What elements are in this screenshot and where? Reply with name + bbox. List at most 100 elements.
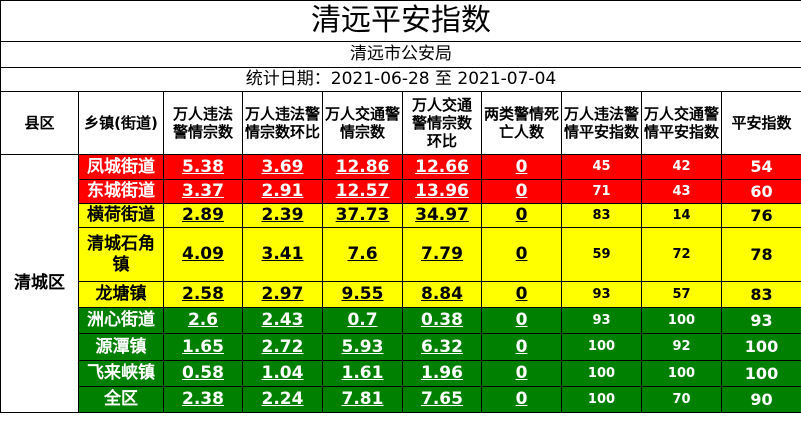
value-cell: 0 (481, 179, 562, 204)
value-cell: 37.73 (322, 203, 403, 228)
header-cell: 万人违法警情宗数 (163, 91, 243, 155)
value-cell: 100 (641, 360, 722, 387)
data-row: 飞来峡镇 0.58 1.04 1.61 1.96 0 100 100 100 (1, 360, 801, 387)
value-cell: 92 (641, 333, 722, 361)
value-cell: 5.93 (322, 333, 403, 361)
header-cell: 万人交通警情平安指数 (641, 91, 722, 155)
value-cell: 3.69 (242, 154, 323, 180)
value-cell: 100 (721, 333, 801, 361)
value-cell: 100 (721, 360, 801, 387)
value-cell: 100 (561, 360, 642, 387)
value-cell: 12.86 (322, 154, 403, 180)
value-cell: 7.6 (322, 227, 403, 282)
value-cell: 6.32 (402, 333, 482, 361)
value-cell: 2.91 (242, 179, 323, 204)
value-cell: 0 (481, 203, 562, 228)
value-cell: 83 (561, 203, 642, 228)
subtitle: 清远市公安局 (0, 41, 801, 68)
value-cell: 0.7 (322, 307, 403, 334)
data-row: 洲心街道 2.6 2.43 0.7 0.38 0 93 100 93 (1, 307, 801, 334)
value-cell: 0 (481, 307, 562, 334)
town: 龙塘镇 (78, 281, 164, 308)
value-cell: 83 (721, 281, 801, 308)
town: 凤城街道 (78, 154, 164, 180)
value-cell: 5.38 (163, 154, 243, 180)
header-cell: 乡镇(街道) (78, 91, 164, 155)
header-cell: 县区 (0, 91, 79, 155)
data-row: 源潭镇 1.65 2.72 5.93 6.32 0 100 92 100 (1, 333, 801, 361)
title: 清远平安指数 (0, 0, 801, 42)
value-cell: 4.09 (163, 227, 243, 282)
value-cell: 42 (641, 154, 722, 180)
value-cell: 43 (641, 179, 722, 204)
title-row: 清远平安指数 (0, 0, 801, 42)
data-row: 清城区 凤城街道 5.38 3.69 12.86 12.66 0 45 42 54 (0, 154, 801, 413)
value-cell: 1.61 (322, 360, 403, 387)
data-row: 东城街道 3.37 2.91 12.57 13.96 0 71 43 60 (1, 179, 801, 204)
value-cell: 13.96 (402, 179, 482, 204)
header-cell: 万人交通警情宗数 (322, 91, 403, 155)
value-cell: 7.81 (322, 386, 403, 413)
value-cell: 12.66 (402, 154, 482, 180)
value-cell: 2.43 (242, 307, 323, 334)
value-cell: 12.57 (322, 179, 403, 204)
town: 飞来峡镇 (78, 360, 164, 387)
value-cell: 2.58 (163, 281, 243, 308)
header-cell: 两类警情死亡人数 (481, 91, 562, 155)
value-cell: 9.55 (322, 281, 403, 308)
data-row: 龙塘镇 2.58 2.97 9.55 8.84 0 93 57 83 (1, 281, 801, 308)
value-cell: 2.24 (242, 386, 323, 413)
value-cell: 3.37 (163, 179, 243, 204)
value-cell: 57 (641, 281, 722, 308)
value-cell: 0 (481, 281, 562, 308)
value-cell: 93 (721, 307, 801, 334)
value-cell: 1.04 (242, 360, 323, 387)
value-cell: 60 (721, 179, 801, 204)
town: 源潭镇 (78, 333, 164, 361)
header-cell: 平安指数 (721, 91, 801, 155)
town: 横荷街道 (78, 203, 164, 228)
value-cell: 0 (481, 227, 562, 282)
district: 清城区 (0, 154, 79, 413)
value-cell: 34.97 (402, 203, 482, 228)
value-cell: 45 (561, 154, 642, 180)
value-cell: 2.38 (163, 386, 243, 413)
value-cell: 72 (641, 227, 722, 282)
value-cell: 100 (641, 307, 722, 334)
value-cell: 2.89 (163, 203, 243, 228)
value-cell: 70 (641, 386, 722, 413)
value-cell: 93 (561, 307, 642, 334)
value-cell: 7.65 (402, 386, 482, 413)
town: 清城石角镇 (78, 227, 164, 282)
value-cell: 0 (481, 154, 562, 180)
subtitle-row: 清远市公安局 (0, 41, 801, 68)
value-cell: 0 (481, 333, 562, 361)
value-cell: 14 (641, 203, 722, 228)
data-row: 全区 2.38 2.24 7.81 7.65 0 100 70 90 (1, 386, 801, 413)
header-cell: 万人交通警情宗数环比 (402, 91, 482, 155)
value-cell: 76 (721, 203, 801, 228)
value-cell: 1.65 (163, 333, 243, 361)
town: 东城街道 (78, 179, 164, 204)
value-cell: 54 (721, 154, 801, 180)
value-cell: 2.97 (242, 281, 323, 308)
value-cell: 2.6 (163, 307, 243, 334)
value-cell: 7.79 (402, 227, 482, 282)
value-cell: 0 (481, 360, 562, 387)
value-cell: 8.84 (402, 281, 482, 308)
date-line: 统计日期：2021-06-28 至 2021-07-04 (0, 67, 801, 92)
header-row: 县区 乡镇(街道) 万人违法警情宗数 万人违法警情宗数环比 万人交通警情宗数 万人交通警情… (0, 91, 801, 155)
header-cell: 万人违法警情平安指数 (561, 91, 642, 155)
table-body: 清远平安指数 清远市公安局 统计日期：2021-06-28 至 2021-07-… (0, 0, 801, 413)
value-cell: 0 (481, 386, 562, 413)
date-row: 统计日期：2021-06-28 至 2021-07-04 (0, 67, 801, 92)
value-cell: 1.96 (402, 360, 482, 387)
data-row: 清城石角镇 4.09 3.41 7.6 7.79 0 59 72 78 (1, 227, 801, 282)
value-cell: 100 (561, 333, 642, 361)
header-cell: 万人违法警情宗数环比 (242, 91, 323, 155)
value-cell: 3.41 (242, 227, 323, 282)
value-cell: 0.38 (402, 307, 482, 334)
value-cell: 78 (721, 227, 801, 282)
value-cell: 2.39 (242, 203, 323, 228)
value-cell: 93 (561, 281, 642, 308)
